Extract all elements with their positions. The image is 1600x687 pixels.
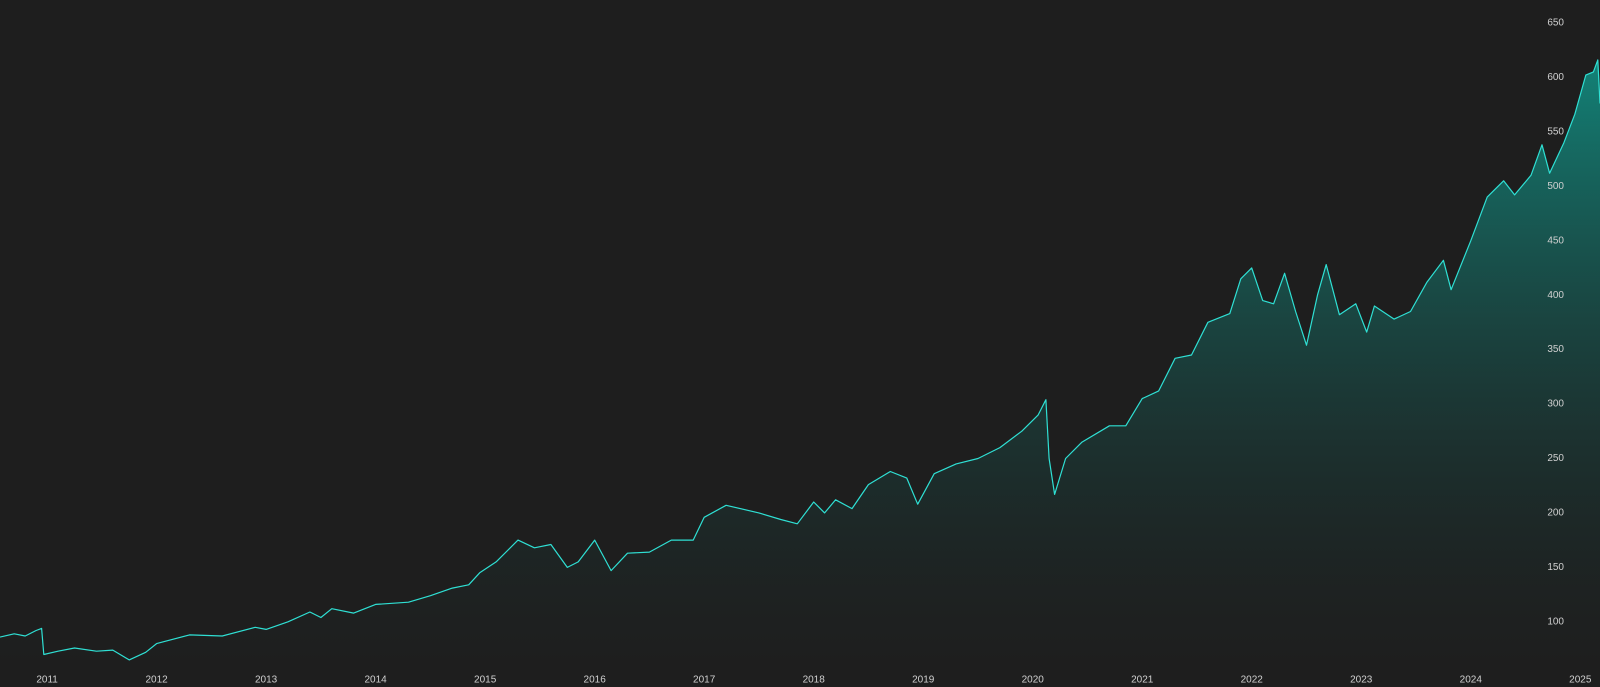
y-tick-label: 400 bbox=[1547, 290, 1564, 301]
y-tick-label: 350 bbox=[1547, 344, 1564, 355]
area-fill bbox=[0, 59, 1600, 673]
y-tick-label: 450 bbox=[1547, 235, 1564, 246]
x-tick-label: 2019 bbox=[912, 675, 935, 686]
y-tick-label: 500 bbox=[1547, 181, 1564, 192]
price-line bbox=[0, 59, 1600, 661]
y-tick-label: 650 bbox=[1547, 18, 1564, 29]
x-tick-label: 2022 bbox=[1241, 675, 1264, 686]
x-tick-label: 2011 bbox=[36, 675, 58, 686]
y-tick-label: 200 bbox=[1547, 508, 1564, 519]
y-tick-label: 600 bbox=[1547, 72, 1564, 83]
y-tick-label: 150 bbox=[1547, 562, 1564, 573]
x-tick-label: 2017 bbox=[693, 675, 716, 686]
x-tick-label: 2013 bbox=[255, 675, 278, 686]
x-tick-label: 2015 bbox=[474, 675, 497, 686]
x-tick-label: 2012 bbox=[145, 675, 168, 686]
x-tick-label: 2020 bbox=[1022, 675, 1045, 686]
y-tick-label: 550 bbox=[1547, 126, 1564, 137]
x-tick-label: 2024 bbox=[1460, 675, 1483, 686]
x-tick-label: 2021 bbox=[1131, 675, 1154, 686]
y-tick-label: 300 bbox=[1547, 399, 1564, 410]
x-tick-label: 2025 bbox=[1569, 675, 1592, 686]
x-tick-label: 2018 bbox=[803, 675, 826, 686]
x-tick-label: 2023 bbox=[1350, 675, 1373, 686]
x-tick-label: 2014 bbox=[365, 675, 388, 686]
x-tick-label: 2016 bbox=[584, 675, 607, 686]
y-tick-label: 100 bbox=[1547, 616, 1564, 627]
y-tick-label: 250 bbox=[1547, 453, 1564, 464]
